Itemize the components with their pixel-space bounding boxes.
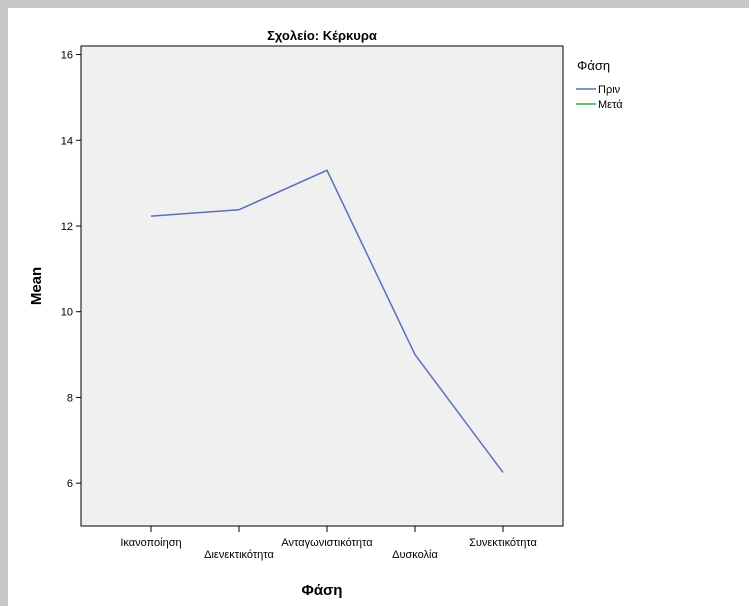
legend: Φάση Πριν Μετά [576, 58, 623, 111]
y-tick-label: 6 [67, 478, 73, 490]
x-tick-label: Δυσκολία [392, 549, 438, 561]
x-tick-label: Διενεκτικότητα [204, 549, 274, 561]
y-tick-label: 10 [61, 307, 73, 319]
x-tick-label: Ανταγωνιστικότητα [281, 537, 373, 549]
y-axis-label: Mean [28, 267, 45, 305]
legend-entry: Πριν [598, 84, 621, 96]
chart-frame: Σχολείο: Κέρκυρα Φάση Mean 6 8 10 12 14 16 Ικ… [8, 8, 749, 606]
chart-title: Σχολείο: Κέρκυρα [267, 28, 377, 43]
x-axis-label: Φάση [302, 582, 343, 599]
legend-entry: Μετά [598, 99, 623, 111]
y-tick-label: 16 [61, 50, 73, 62]
legend-title: Φάση [577, 58, 610, 73]
x-tick-label: Συνεκτικότητα [469, 537, 537, 549]
y-tick-label: 12 [61, 221, 73, 233]
x-tick-label: Ικανοποίηση [120, 537, 181, 549]
series-lines [150, 169, 504, 473]
y-tick-label: 8 [67, 392, 73, 404]
y-axis: 6 8 10 12 14 16 [61, 50, 81, 490]
x-axis: Ικανοποίηση Διενεκτικότητα Ανταγωνιστικότη… [120, 526, 538, 561]
y-tick-label: 14 [61, 135, 73, 147]
plot-area [80, 45, 564, 527]
line-chart: Σχολείο: Κέρκυρα Φάση Mean 6 8 10 12 14 16 Ικ… [28, 28, 623, 599]
